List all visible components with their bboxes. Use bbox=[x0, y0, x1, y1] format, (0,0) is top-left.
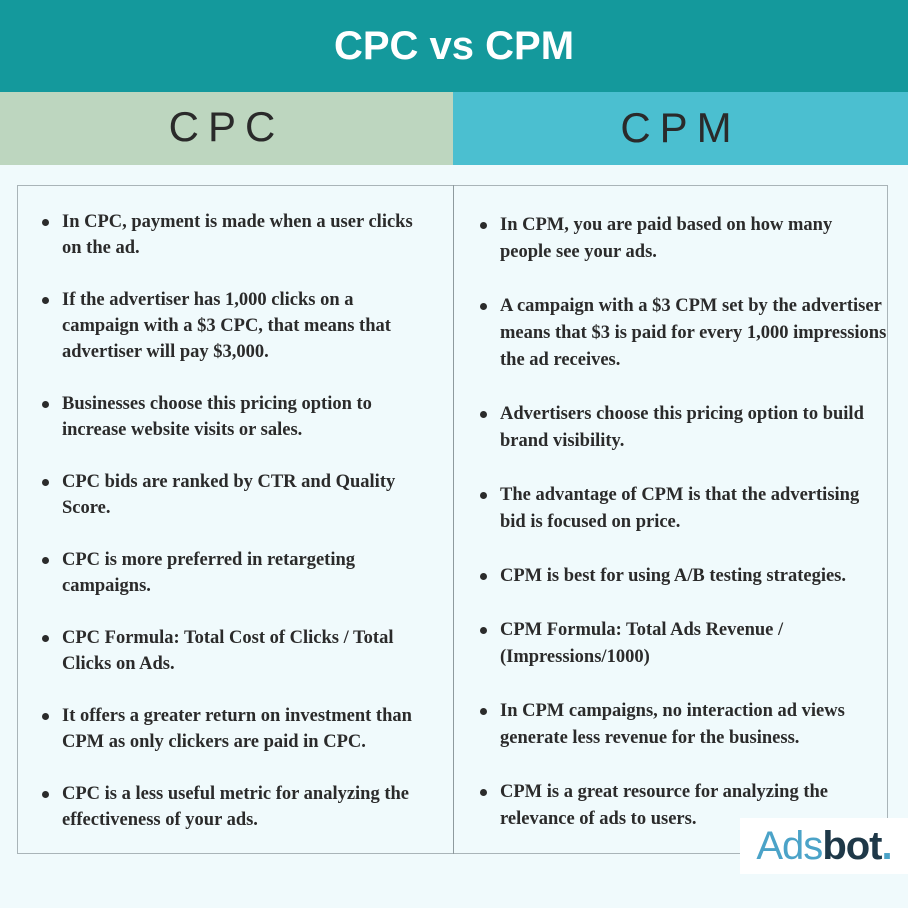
list-item: The advantage of CPM is that the adverti… bbox=[478, 482, 888, 536]
item-list: In CPM, you are paid based on how many p… bbox=[478, 212, 888, 860]
title-banner: CPC vs CPM bbox=[0, 0, 908, 92]
list-item: Businesses choose this pricing option to… bbox=[40, 391, 435, 443]
column-header: CPC bbox=[0, 92, 453, 165]
list-item: CPC is a less useful metric for analyzin… bbox=[40, 781, 435, 833]
list-item: CPC Formula: Total Cost of Clicks / Tota… bbox=[40, 625, 435, 677]
logo-part: Ads bbox=[756, 823, 823, 868]
logo-part: bot bbox=[822, 823, 882, 868]
list-item: If the advertiser has 1,000 clicks on a … bbox=[40, 287, 435, 365]
list-item: In CPC, payment is made when a user clic… bbox=[40, 209, 435, 261]
title: CPC vs CPM bbox=[333, 23, 575, 68]
logo: Ads bot. bbox=[740, 818, 908, 874]
list-item: Advertisers choose this pricing option t… bbox=[478, 401, 888, 455]
list-item: In CPM, you are paid based on how many p… bbox=[478, 212, 888, 266]
column-header: CPM bbox=[453, 92, 908, 165]
list-item: It offers a greater return on investment… bbox=[40, 703, 435, 755]
list-item: In CPM campaigns, no interaction ad view… bbox=[478, 698, 888, 752]
list-item: A campaign with a $3 CPM set by the adve… bbox=[478, 293, 888, 374]
list-item: CPM is best for using A/B testing strate… bbox=[478, 563, 888, 590]
list-item: CPC bids are ranked by CTR and Quality S… bbox=[40, 469, 435, 521]
list-item: CPM Formula: Total Ads Revenue / (Impres… bbox=[478, 617, 888, 671]
item-list: In CPC, payment is made when a user clic… bbox=[40, 209, 435, 859]
table-frame bbox=[17, 185, 888, 854]
list-item: CPC is more preferred in retargeting cam… bbox=[40, 547, 435, 599]
logo-part: . bbox=[881, 823, 893, 868]
column-divider bbox=[453, 185, 454, 854]
list-item: CPM is a great resource for analyzing th… bbox=[478, 779, 888, 833]
